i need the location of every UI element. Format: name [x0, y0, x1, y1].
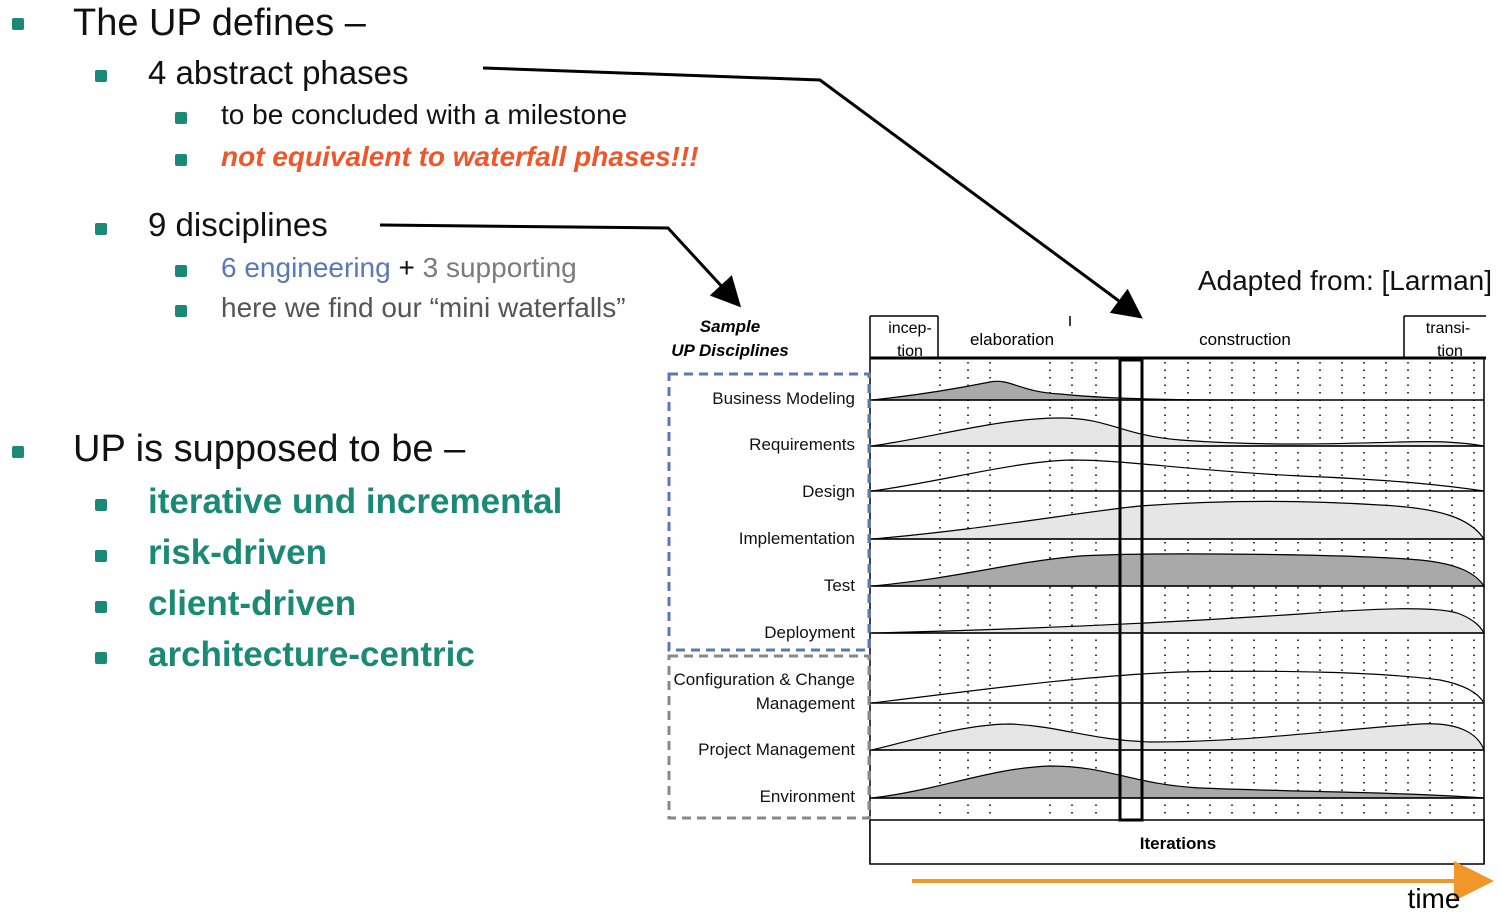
project-management-curve [870, 723, 1485, 751]
iterations-label: Iterations [1140, 834, 1217, 853]
discipline-deployment: Deployment [764, 623, 855, 642]
phase-inception-line2: tion [897, 343, 923, 360]
discipline-implementation: Implementation [739, 529, 855, 548]
phase-transition-line2: tion [1437, 343, 1463, 360]
time-label: time [1408, 883, 1461, 914]
bullet-icon [95, 70, 107, 82]
bullet-icon [95, 652, 107, 664]
disciplines-item: 9 disciplines [148, 206, 328, 243]
configuration-curve [870, 670, 1485, 704]
highlighted-iteration-box [1118, 358, 1144, 822]
bullet-icon [95, 550, 107, 562]
discipline-design: Design [802, 482, 855, 501]
discipline-configuration-line2: Management [756, 694, 856, 713]
discipline-requirements: Requirements [749, 435, 855, 454]
bullet-icon [175, 305, 187, 317]
deployment-curve [870, 608, 1486, 634]
phase-inception-line1: incep- [888, 320, 932, 337]
bullet-icon [12, 446, 24, 458]
test-curve [870, 553, 1486, 587]
supposed-heading: UP is supposed to be – [73, 428, 466, 470]
engineering-disciplines-box [667, 372, 871, 652]
iterations-box [869, 819, 1485, 865]
implementation-curve [870, 500, 1486, 540]
discipline-project-management: Project Management [698, 740, 855, 759]
bullet-icon [95, 601, 107, 613]
bullet-icon [12, 18, 24, 30]
bullet-icon [175, 154, 187, 166]
mini-waterfalls-item: here we find our “mini waterfalls” [221, 292, 626, 323]
discipline-test: Test [824, 576, 855, 595]
disciplines-pointer-line [379, 223, 742, 308]
design-curve [870, 459, 1485, 492]
up-disciplines-label: UP Disciplines [671, 341, 788, 360]
business-modeling-curve [870, 380, 1484, 401]
engineering-supporting-item: 6 engineering + 3 supporting [221, 252, 577, 284]
adapted-from-label: Adapted from: [Larman] [1198, 265, 1492, 296]
risk-item: risk-driven [148, 533, 327, 572]
phase-construction: construction [1199, 330, 1291, 349]
up-defines-heading: The UP defines – [73, 2, 366, 44]
discipline-environment: Environment [760, 787, 856, 806]
engineering-text: 6 engineering [221, 252, 391, 283]
bullet-icon [95, 223, 107, 235]
bullet-icon [175, 265, 187, 277]
requirements-curve [870, 417, 1485, 447]
milestone-item: to be concluded with a milestone [221, 99, 628, 130]
not-waterfall-item: not equivalent to waterfall phases!!! [221, 141, 699, 172]
supporting-text: 3 supporting [422, 252, 577, 283]
plus-text: + [398, 252, 415, 283]
phase-transition-line1: transi- [1426, 320, 1470, 337]
phase-elaboration: elaboration [970, 330, 1054, 349]
client-item: client-driven [148, 584, 357, 623]
phases-item: 4 abstract phases [148, 54, 409, 91]
architecture-item: architecture-centric [148, 635, 475, 674]
discipline-configuration-line1: Configuration & Change [674, 670, 855, 689]
iterative-item: iterative und incremental [148, 482, 563, 521]
sample-label: Sample [700, 317, 760, 336]
phases-pointer-line [482, 66, 1143, 319]
environment-curve [870, 765, 1485, 799]
bullet-icon [95, 499, 107, 511]
bullet-icon [175, 112, 187, 124]
phase-header: incep- tion elaboration construction tra… [869, 315, 1486, 360]
discipline-business-modeling: Business Modeling [712, 389, 855, 408]
